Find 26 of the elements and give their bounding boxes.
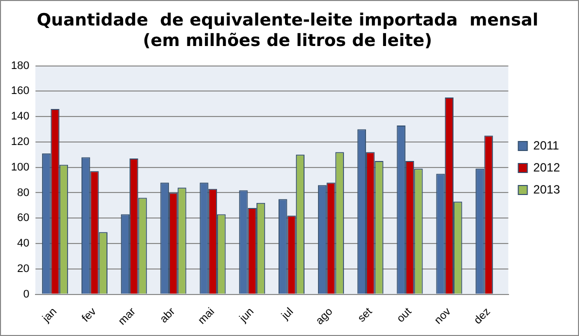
y-tick-label: 160 xyxy=(10,85,30,98)
x-tick-label: nov xyxy=(432,305,454,327)
y-tick-label: 100 xyxy=(10,161,30,174)
x-tick-label: jan xyxy=(40,306,60,326)
y-tick-label: 80 xyxy=(17,186,30,199)
chart-title: Quantidade de equivalente-leite importada mensal (em milhões de litros de leite) xyxy=(36,10,538,52)
x-tick-label: ago xyxy=(314,306,336,328)
x-tick-label: mai xyxy=(196,306,217,327)
y-tick-label: 140 xyxy=(10,110,30,123)
legend-label: 2013 xyxy=(533,182,560,196)
y-tick-label: 40 xyxy=(17,238,30,250)
x-tick-label: fev xyxy=(80,305,100,325)
x-tick-label: jun xyxy=(236,306,256,326)
y-tick-label: 180 xyxy=(10,60,30,72)
x-tick-label: jul xyxy=(278,306,296,323)
y-tick-label: 0 xyxy=(23,288,30,300)
y-tick-label: 20 xyxy=(17,262,30,275)
y-tick-label: 120 xyxy=(10,136,30,148)
x-tick-label: set xyxy=(356,306,375,325)
y-tick-label: 60 xyxy=(17,212,30,224)
x-tick-label: dez xyxy=(472,306,493,327)
x-tick-label: abr xyxy=(158,305,178,326)
legend-label: 2011 xyxy=(533,138,560,152)
x-tick-label: mar xyxy=(116,305,138,328)
x-tick-label: out xyxy=(394,306,414,326)
legend-label: 2012 xyxy=(533,160,560,174)
